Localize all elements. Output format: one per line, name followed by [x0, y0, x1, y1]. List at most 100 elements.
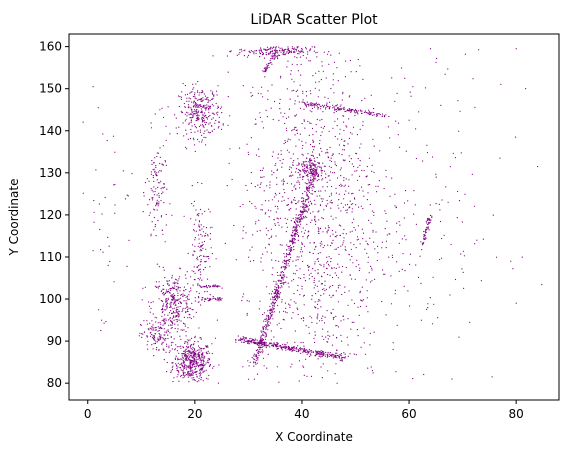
data-point: [423, 237, 425, 239]
data-point: [314, 355, 316, 357]
data-point: [331, 344, 334, 346]
data-point: [295, 347, 298, 349]
data-point: [336, 382, 338, 384]
data-point: [197, 118, 199, 120]
data-point: [288, 261, 290, 263]
data-point: [337, 109, 339, 111]
data-point: [138, 335, 140, 337]
data-point: [170, 370, 172, 372]
data-point: [247, 341, 249, 343]
data-point: [269, 184, 271, 186]
data-point: [301, 163, 303, 165]
data-point: [294, 229, 296, 232]
data-point: [212, 296, 214, 298]
data-point: [154, 333, 156, 335]
data-point: [299, 347, 301, 349]
data-point: [154, 224, 157, 226]
data-point: [192, 379, 194, 381]
data-point: [187, 297, 189, 299]
data-point: [348, 109, 350, 111]
data-point: [323, 264, 325, 266]
data-point: [158, 281, 160, 283]
data-point: [275, 56, 277, 58]
data-point: [194, 102, 197, 104]
data-point: [180, 96, 182, 98]
data-point: [283, 199, 285, 201]
data-point: [186, 133, 188, 135]
data-point: [328, 226, 330, 229]
data-point: [322, 231, 324, 233]
data-point: [165, 125, 167, 127]
data-point: [367, 244, 369, 246]
data-point: [352, 262, 354, 264]
data-point: [205, 362, 207, 364]
data-point: [165, 351, 167, 353]
data-point: [304, 229, 306, 231]
data-point: [198, 99, 200, 101]
data-point: [194, 379, 196, 381]
data-point: [289, 304, 291, 306]
data-point: [312, 268, 314, 270]
data-point: [201, 111, 203, 113]
data-point: [307, 199, 309, 201]
data-point: [175, 307, 177, 309]
data-point: [313, 164, 315, 166]
data-point: [314, 270, 316, 272]
data-point: [272, 298, 274, 300]
data-point: [280, 112, 282, 114]
data-point: [203, 364, 205, 366]
data-point: [473, 205, 476, 207]
data-point: [201, 368, 203, 370]
data-point: [351, 230, 353, 232]
data-point: [180, 110, 182, 112]
data-point: [205, 108, 207, 110]
data-point: [194, 103, 196, 105]
data-point: [200, 379, 202, 381]
data-point: [314, 191, 316, 193]
data-point: [203, 269, 205, 271]
data-point: [323, 104, 325, 106]
data-point: [292, 260, 294, 262]
data-point: [236, 54, 238, 56]
data-point: [316, 104, 319, 106]
data-point: [307, 120, 309, 123]
data-point: [308, 189, 310, 191]
data-point: [357, 58, 359, 61]
data-point: [306, 192, 308, 194]
y-tick-label: 100: [39, 292, 62, 306]
data-point: [287, 348, 290, 350]
data-point: [278, 260, 280, 262]
data-point: [285, 127, 287, 129]
data-point: [255, 223, 257, 225]
data-point: [169, 332, 171, 334]
data-point: [211, 98, 213, 100]
data-point: [153, 194, 156, 196]
data-point: [193, 205, 195, 207]
data-point: [377, 113, 379, 115]
data-point: [167, 314, 169, 316]
data-point: [307, 235, 309, 237]
data-point: [200, 254, 202, 257]
data-point: [344, 248, 346, 250]
data-point: [157, 287, 159, 289]
data-point: [370, 112, 372, 114]
data-point: [164, 277, 166, 279]
data-point: [341, 265, 344, 268]
data-point: [402, 253, 404, 255]
data-point: [198, 110, 200, 112]
data-point: [170, 306, 172, 308]
data-point: [156, 341, 159, 343]
data-point: [155, 188, 157, 190]
data-point: [193, 359, 195, 361]
data-point: [205, 248, 207, 250]
data-point: [282, 279, 284, 281]
data-point: [227, 71, 229, 73]
data-point: [162, 164, 165, 166]
data-point: [182, 346, 184, 348]
data-point: [321, 317, 323, 319]
data-point: [275, 211, 277, 213]
data-point: [290, 157, 292, 159]
data-point: [174, 282, 176, 284]
data-point: [324, 165, 326, 167]
data-point: [312, 179, 314, 181]
